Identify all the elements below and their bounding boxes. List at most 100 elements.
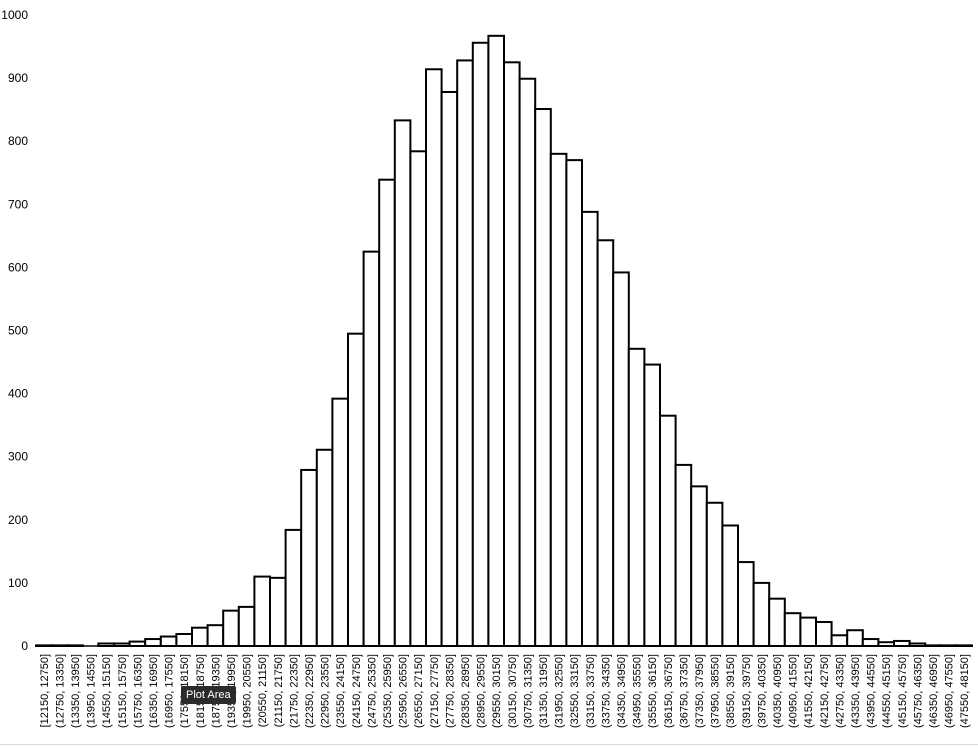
x-tick-label: [12150, 12750] [39,654,51,727]
histogram-bar[interactable] [518,77,537,648]
histogram-bar[interactable] [690,485,708,647]
x-tick-label: (42150, 42750] [819,654,831,728]
histogram-bar[interactable] [206,624,225,647]
histogram-bar[interactable] [674,463,693,647]
y-tick-label: 400 [8,387,28,401]
histogram-bar[interactable] [331,397,349,647]
histogram-bar[interactable] [456,59,474,648]
histogram-bar[interactable] [425,68,443,647]
x-tick-label: (40350, 40950] [772,654,784,728]
x-tick-label: (26550, 27150] [413,654,425,728]
plot-area-tooltip: Plot Area [181,686,236,704]
histogram-bar[interactable] [362,250,381,648]
x-tick-label: (33750, 34350] [600,654,612,728]
histogram-bar[interactable] [893,639,911,648]
x-tick-label: (16350, 16950] [148,654,160,728]
histogram-bar[interactable] [565,159,584,647]
histogram-bar[interactable] [581,210,599,647]
x-tick-label: (14550, 15150] [101,654,113,728]
histogram-bar[interactable] [253,575,271,648]
histogram-bar[interactable] [721,524,740,647]
histogram-bar[interactable] [752,581,771,648]
histogram-bar[interactable] [409,150,427,648]
y-tick-label: 100 [8,576,28,590]
histogram-bar[interactable] [643,363,662,647]
histogram-bar[interactable] [627,347,646,647]
y-tick-label: 500 [8,324,28,338]
x-tick-label: (35550, 36150] [647,654,659,728]
histogram-bar[interactable] [659,414,677,647]
histogram-bar[interactable] [347,332,365,647]
y-tick-label: 1000 [1,8,28,22]
histogram-bar[interactable] [315,448,334,648]
x-tick-label: (36750, 37350] [678,654,690,728]
x-tick-label: (20550, 21150] [257,654,269,727]
histogram-bar[interactable] [393,119,412,647]
x-tick-label: (22950, 23550] [320,654,332,728]
x-tick-label: (29550, 30150] [491,654,503,728]
histogram-bar[interactable] [737,561,755,648]
x-tick-label: (32550, 33150] [569,654,581,728]
histogram-bar[interactable] [159,635,178,648]
y-tick-label: 300 [8,450,28,464]
x-tick-label: (30150, 30750] [507,654,519,728]
histogram-bar[interactable] [237,605,256,648]
x-tick-label: (47550, 48150] [959,654,971,728]
histogram-bar[interactable] [861,638,880,647]
histogram-bar[interactable] [144,638,162,647]
x-tick-label: (39750, 40350] [756,654,768,728]
x-tick-label: (13350, 13950] [70,654,82,728]
histogram-bar[interactable] [768,597,786,647]
x-axis: [12150, 12750] (12750, 13350] (13350, 1395… [36,645,972,728]
x-tick-label: (45750, 46350] [912,654,924,728]
histogram-bar[interactable] [549,152,568,647]
x-tick-label: (22350, 22950] [304,654,316,728]
y-tick-label: 0 [21,639,28,653]
histogram-bar[interactable] [300,468,318,648]
histogram-bar[interactable] [440,90,459,648]
y-tick-label: 900 [8,71,28,85]
x-tick-label: (28950, 29550] [476,654,488,728]
y-axis: 0 100 200 300 400 500 600 700 800 900 1000 [1,8,28,653]
histogram-bar[interactable] [815,621,833,648]
histogram-bar[interactable] [503,61,521,647]
x-tick-label: (36150, 36750] [663,654,675,728]
histogram-bar[interactable] [284,528,303,648]
histogram-bar[interactable] [269,576,287,647]
histogram-bar[interactable] [191,626,209,648]
x-tick-label: (25350, 25950] [382,654,394,728]
histogram-bar[interactable] [596,239,615,648]
histogram-bar[interactable] [175,633,193,648]
x-tick-label: (24750, 25350] [366,654,378,728]
x-tick-label: (34950, 35550] [632,654,644,728]
x-tick-label: (21750, 22350] [288,654,300,728]
histogram-bar[interactable] [487,34,505,647]
x-tick-label: (31950, 32550] [554,654,566,728]
histogram-bar[interactable] [534,108,552,647]
histogram-bar[interactable] [378,178,396,647]
histogram-bar[interactable] [471,41,490,647]
histogram-bar[interactable] [612,271,630,647]
x-tick-label: (38550, 39150] [725,654,737,728]
x-tick-label: (27150, 27750] [429,654,441,728]
x-tick-label: (41550, 42150] [803,654,815,728]
histogram-bar[interactable] [830,634,849,648]
y-tick-label: 600 [8,260,28,274]
x-tick-label: (42750, 43350] [834,654,846,728]
y-tick-label: 200 [8,513,28,527]
histogram-bar[interactable] [799,616,818,647]
histogram-bar[interactable] [846,629,864,647]
histogram-bar[interactable] [705,501,724,648]
histogram-bar[interactable] [783,612,802,648]
plot-area[interactable] [35,34,974,648]
histogram-bar[interactable] [222,609,240,647]
y-tick-label: 700 [8,197,28,211]
x-tick-label: (28350, 28950] [460,654,472,728]
x-tick-label: (43350, 43950] [850,654,862,728]
x-tick-label: (30750, 31350] [522,654,534,728]
x-tick-label: (16950, 17550] [164,654,176,728]
x-tick-label: (39150, 39750] [741,654,753,728]
x-tick-label: (44550, 45150] [881,654,893,728]
